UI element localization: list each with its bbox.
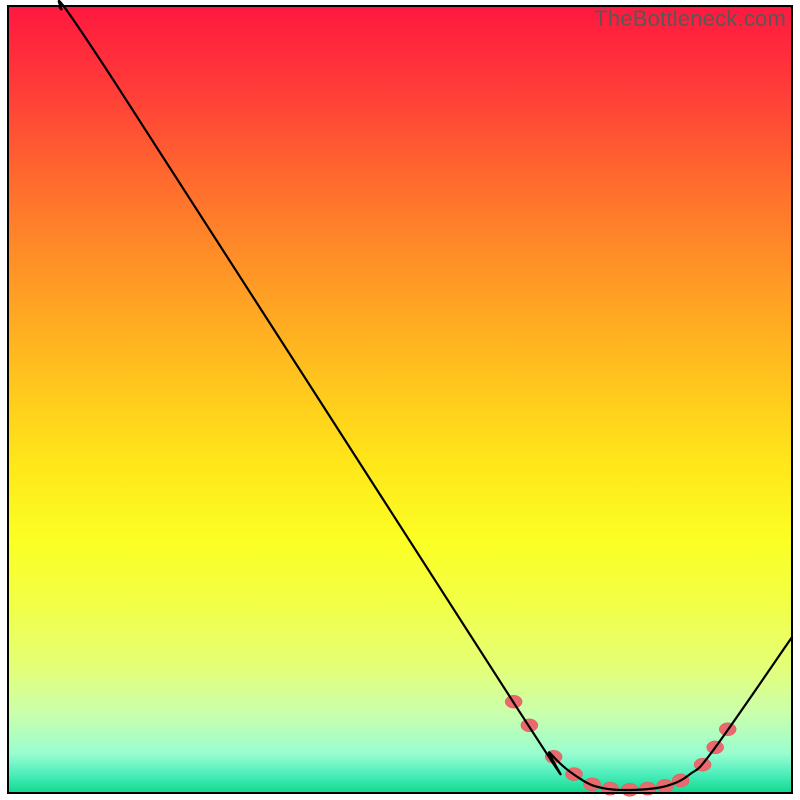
watermark-text: TheBottleneck.com (594, 6, 786, 32)
gradient-background (8, 6, 792, 793)
chart-svg (0, 0, 800, 800)
chart-container: TheBottleneck.com (0, 0, 800, 800)
